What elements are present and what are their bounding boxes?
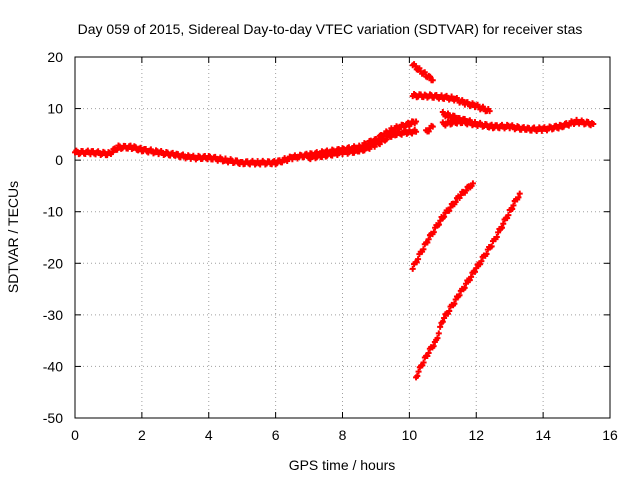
data-point bbox=[420, 246, 427, 253]
data-point bbox=[510, 202, 517, 209]
data-point bbox=[425, 128, 432, 135]
series-track-descending-2 bbox=[413, 190, 523, 381]
x-tick-label: 16 bbox=[602, 427, 618, 443]
grid bbox=[75, 57, 610, 418]
x-tick-label: 14 bbox=[535, 427, 551, 443]
data-point bbox=[437, 323, 444, 330]
data-point bbox=[498, 224, 505, 231]
data-point bbox=[477, 261, 484, 268]
data-point bbox=[425, 349, 432, 356]
data-point bbox=[388, 133, 395, 140]
data-point bbox=[471, 268, 478, 275]
data-point bbox=[429, 77, 436, 84]
data-point bbox=[493, 234, 500, 241]
data-point bbox=[509, 205, 516, 212]
data-point bbox=[451, 300, 458, 307]
axis-ticks: 0 2 4 6 8 10 12 14 16 -50 -40 -30 -20 -10 0 10 20 bbox=[43, 49, 618, 443]
x-tick-label: 2 bbox=[138, 427, 146, 443]
series-track-right-branch bbox=[439, 109, 480, 128]
data-point bbox=[457, 192, 464, 199]
data-point bbox=[446, 307, 453, 314]
x-tick-label: 6 bbox=[272, 427, 280, 443]
data-point bbox=[441, 314, 448, 321]
data-point bbox=[430, 229, 437, 236]
data-point bbox=[383, 136, 390, 143]
data-point bbox=[415, 256, 422, 263]
data-point bbox=[495, 229, 502, 236]
y-tick-label: 10 bbox=[47, 101, 63, 117]
series-track-upper-middle bbox=[409, 90, 493, 115]
y-tick-label: -30 bbox=[43, 307, 63, 323]
data-point bbox=[486, 108, 493, 115]
data-point bbox=[446, 207, 453, 214]
data-point bbox=[438, 92, 445, 99]
series-track-high-descending bbox=[409, 61, 436, 84]
data-point bbox=[430, 343, 437, 350]
y-tick-label: -10 bbox=[43, 204, 63, 220]
data-point bbox=[434, 335, 441, 342]
x-tick-label: 0 bbox=[71, 427, 79, 443]
data-point bbox=[505, 212, 512, 219]
data-point bbox=[413, 259, 420, 266]
x-tick-label: 8 bbox=[339, 427, 347, 443]
x-axis-label: GPS time / hours bbox=[289, 457, 396, 473]
data-point bbox=[439, 318, 446, 325]
y-tick-label: -50 bbox=[43, 410, 63, 426]
data-point bbox=[463, 187, 470, 194]
data-point bbox=[435, 221, 442, 228]
data-point bbox=[109, 149, 116, 156]
data-point bbox=[461, 284, 468, 291]
data-point bbox=[424, 239, 431, 246]
data-point bbox=[478, 258, 485, 265]
series-track-descending-1 bbox=[409, 180, 476, 272]
data-point bbox=[515, 194, 522, 201]
data-point bbox=[469, 180, 476, 187]
data-series bbox=[72, 61, 597, 381]
data-point bbox=[427, 73, 434, 80]
data-point bbox=[468, 273, 475, 280]
series-track-short bbox=[423, 122, 436, 135]
data-point bbox=[412, 63, 419, 70]
data-point bbox=[413, 128, 420, 135]
data-point bbox=[462, 280, 469, 287]
series-main-track-lower bbox=[306, 126, 420, 163]
data-point bbox=[420, 359, 427, 366]
data-point bbox=[424, 352, 431, 359]
data-point bbox=[500, 220, 507, 227]
data-point bbox=[415, 368, 422, 375]
data-point bbox=[447, 204, 454, 211]
data-point bbox=[429, 123, 436, 130]
data-point bbox=[488, 243, 495, 250]
data-point bbox=[409, 265, 416, 272]
x-tick-label: 10 bbox=[402, 427, 418, 443]
data-point bbox=[516, 190, 523, 197]
data-point bbox=[416, 65, 423, 72]
data-point bbox=[413, 118, 420, 125]
data-point bbox=[483, 250, 490, 257]
data-point bbox=[425, 236, 432, 243]
x-tick-label: 4 bbox=[205, 427, 213, 443]
chart-title: Day 059 of 2015, Sidereal Day-to-day VTE… bbox=[78, 21, 583, 37]
data-point bbox=[466, 277, 473, 284]
data-point bbox=[452, 199, 459, 206]
data-point bbox=[590, 121, 597, 128]
data-point bbox=[555, 125, 562, 132]
data-point bbox=[473, 121, 480, 128]
data-point bbox=[473, 265, 480, 272]
series-main-track bbox=[72, 118, 420, 168]
data-point bbox=[421, 69, 428, 76]
data-point bbox=[452, 296, 459, 303]
data-point bbox=[137, 144, 144, 151]
y-tick-label: 0 bbox=[55, 152, 63, 168]
y-tick-label: -40 bbox=[43, 358, 63, 374]
data-point bbox=[456, 292, 463, 299]
y-tick-label: -20 bbox=[43, 255, 63, 271]
x-tick-label: 12 bbox=[468, 427, 484, 443]
y-tick-label: 20 bbox=[47, 49, 63, 65]
data-point bbox=[441, 213, 448, 220]
data-point bbox=[414, 372, 421, 379]
data-point bbox=[435, 330, 442, 337]
y-axis-label: SDTVAR / TECUs bbox=[5, 181, 21, 293]
